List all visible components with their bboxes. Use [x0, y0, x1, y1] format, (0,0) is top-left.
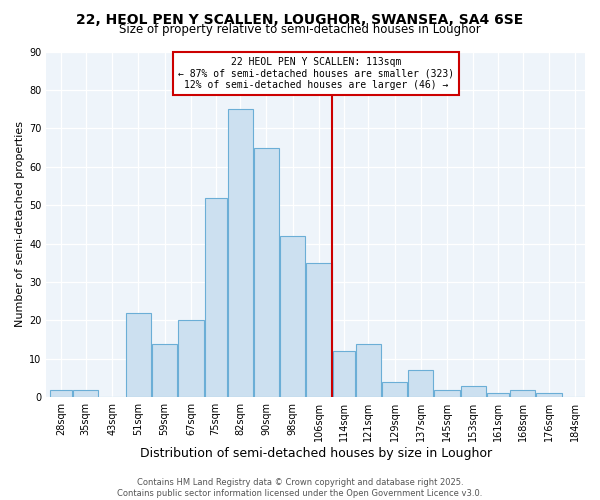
Bar — [280, 236, 305, 398]
Bar — [205, 198, 227, 398]
Y-axis label: Number of semi-detached properties: Number of semi-detached properties — [15, 122, 25, 328]
Text: 22 HEOL PEN Y SCALLEN: 113sqm
← 87% of semi-detached houses are smaller (323)
12: 22 HEOL PEN Y SCALLEN: 113sqm ← 87% of s… — [178, 56, 454, 90]
Bar — [536, 394, 562, 398]
Bar — [434, 390, 460, 398]
Bar — [408, 370, 433, 398]
Bar — [461, 386, 486, 398]
Bar — [50, 390, 72, 398]
Bar — [510, 390, 535, 398]
Bar — [254, 148, 279, 398]
Text: 22, HEOL PEN Y SCALLEN, LOUGHOR, SWANSEA, SA4 6SE: 22, HEOL PEN Y SCALLEN, LOUGHOR, SWANSEA… — [76, 12, 524, 26]
Bar — [487, 394, 509, 398]
Bar — [152, 344, 177, 398]
X-axis label: Distribution of semi-detached houses by size in Loughor: Distribution of semi-detached houses by … — [140, 447, 492, 460]
Text: Size of property relative to semi-detached houses in Loughor: Size of property relative to semi-detach… — [119, 22, 481, 36]
Text: Contains HM Land Registry data © Crown copyright and database right 2025.
Contai: Contains HM Land Registry data © Crown c… — [118, 478, 482, 498]
Bar — [356, 344, 381, 398]
Bar — [332, 351, 355, 398]
Bar — [307, 263, 332, 398]
Bar — [126, 313, 151, 398]
Bar — [227, 109, 253, 398]
Bar — [178, 320, 203, 398]
Bar — [382, 382, 407, 398]
Bar — [73, 390, 98, 398]
